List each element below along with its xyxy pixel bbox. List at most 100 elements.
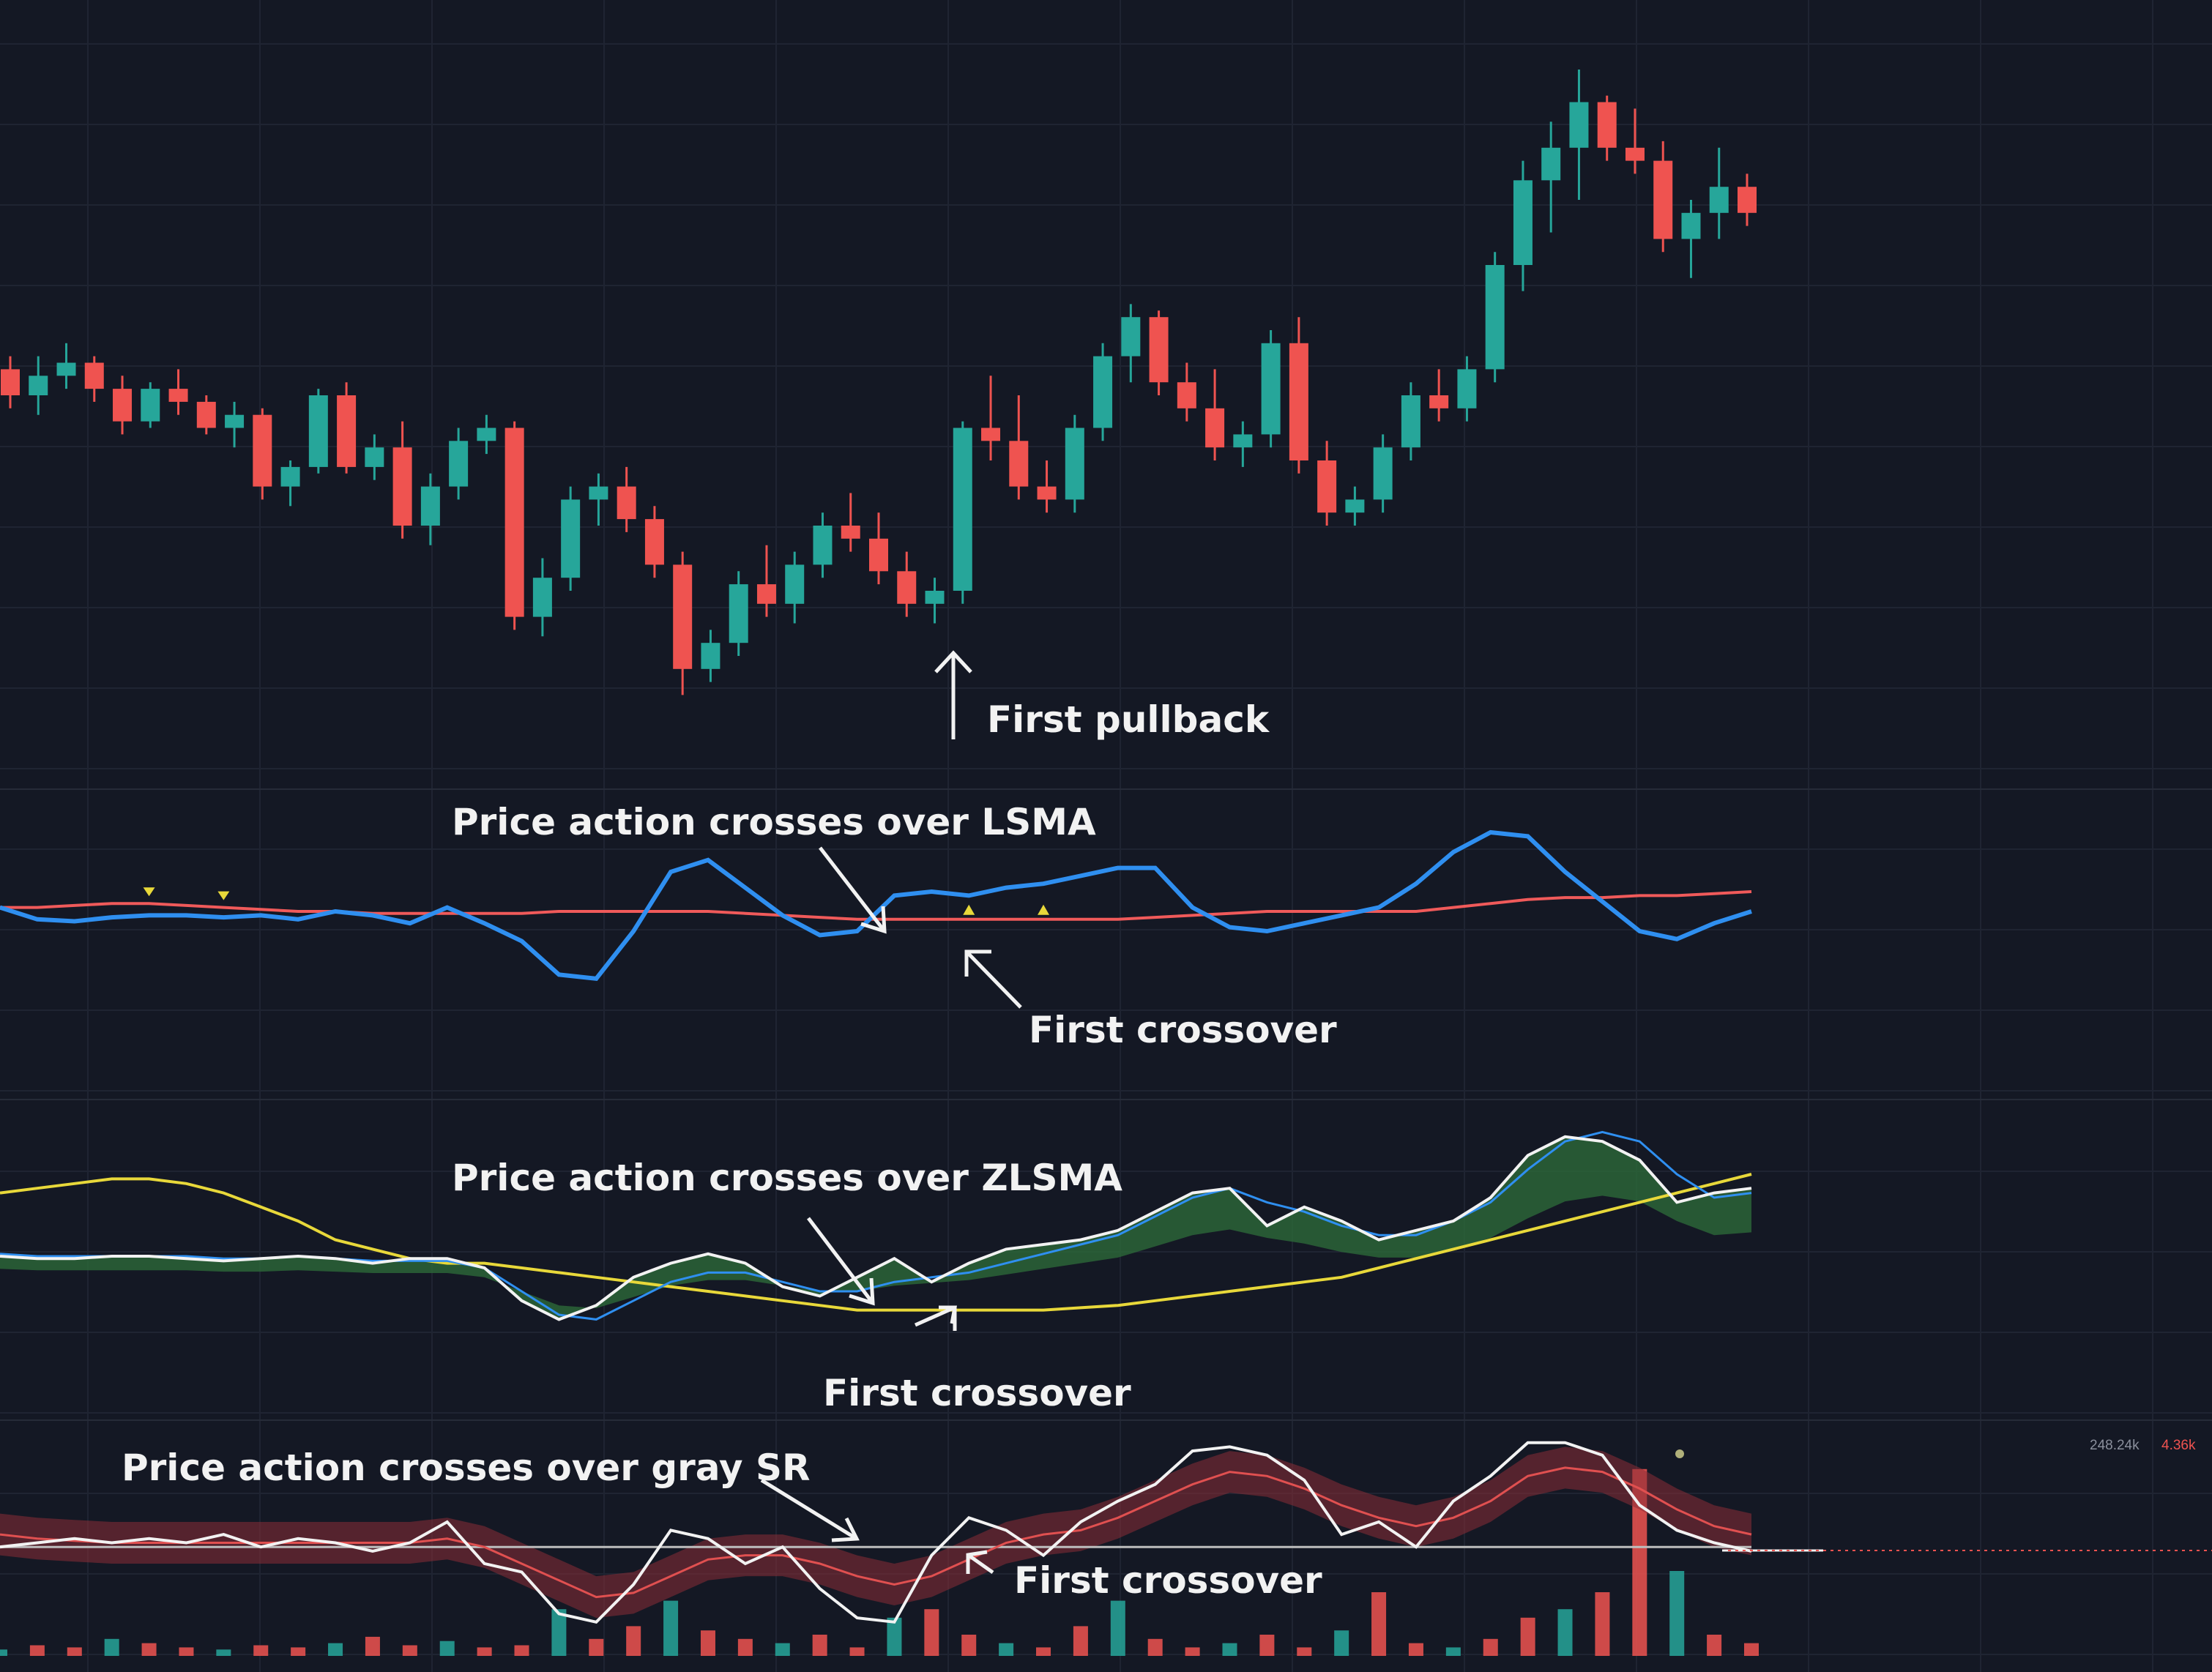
volume-bars (0, 1468, 1759, 1656)
volume-bar (1632, 1468, 1647, 1656)
volume-bar (328, 1643, 343, 1656)
zlsma-slow-line (0, 1173, 1752, 1312)
volume-bar (1744, 1643, 1759, 1656)
volume-bar (1595, 1592, 1610, 1656)
candle-body (280, 466, 300, 487)
candle-body (225, 414, 245, 428)
volume-bar (1707, 1635, 1722, 1656)
candle-body (1037, 486, 1057, 500)
volume-bar (1036, 1647, 1051, 1656)
candle-body (925, 591, 945, 604)
candle-body (897, 571, 917, 604)
candle-body (532, 578, 552, 617)
volume-bar (1259, 1635, 1275, 1656)
volume-bar (589, 1638, 604, 1656)
candle-body (1597, 102, 1617, 148)
lsma-first-crossover-arrow (964, 949, 1022, 1009)
candle-body (813, 526, 833, 565)
candle-body (756, 584, 776, 604)
volume-bar (849, 1647, 865, 1656)
candle-body (113, 389, 133, 422)
candle-body (1233, 434, 1253, 448)
lsma-line (0, 829, 1752, 981)
candle-body (1485, 265, 1505, 370)
candle-body (841, 526, 860, 539)
volume-bar (67, 1647, 82, 1656)
candle-body (981, 428, 1001, 441)
candle-body (1681, 212, 1701, 239)
zlsma-crosses-arrow (807, 1217, 875, 1306)
volume-bar (514, 1645, 529, 1656)
zlsma-first-crossover-arrow (914, 1305, 957, 1331)
lsma-first-crossover-label: First crossover (1029, 1009, 1337, 1051)
candle-body (29, 376, 48, 395)
volume-bar (961, 1635, 977, 1656)
candle-body (1205, 408, 1225, 448)
candle-body (1177, 382, 1196, 408)
sr-crosses-label: Price action crosses over gray SR (122, 1447, 811, 1489)
volume-bar (291, 1647, 306, 1656)
candle-body (1261, 343, 1281, 435)
volume-bar (1445, 1647, 1461, 1656)
candle-body (673, 564, 693, 669)
signal-marker-down (143, 887, 155, 897)
candle-body (1, 369, 20, 395)
zlsma-crosses-label: Price action crosses over ZLSMA (452, 1157, 1122, 1199)
zlsma-first-crossover-label: First crossover (823, 1372, 1131, 1414)
candle-body (504, 428, 524, 617)
zlsma-pane: Price action crosses over ZLSMA First cr… (0, 1130, 1752, 1414)
candle-body (196, 401, 216, 428)
first-pullback-arrow (934, 650, 972, 739)
volume-bar (737, 1638, 753, 1656)
signal-marker-down (217, 891, 230, 900)
volume-bar (1371, 1592, 1387, 1656)
sr-line (0, 1466, 1752, 1599)
sr-first-crossover-arrow (966, 1550, 994, 1575)
volume-bar (1073, 1626, 1088, 1656)
candle-body (1289, 343, 1308, 460)
signal-dot (1675, 1449, 1684, 1458)
sr-band (0, 1447, 1751, 1619)
volume-bar (1669, 1571, 1685, 1656)
candle-body (253, 414, 272, 487)
candle-body (1429, 395, 1449, 408)
volume-bar (551, 1609, 567, 1656)
candle-body (869, 538, 888, 572)
volume-bar (104, 1638, 119, 1656)
volume-bar (1185, 1647, 1200, 1656)
volume-bar (179, 1647, 194, 1656)
volume-bar (1408, 1643, 1423, 1656)
candle-body (1625, 147, 1645, 161)
volume-bar (887, 1617, 902, 1656)
volume-bar (1520, 1617, 1535, 1656)
volume-bar (1483, 1638, 1498, 1656)
volume-axis-label-red: 4.36k (2161, 1438, 2196, 1453)
volume-axis-label: 248.24k (2090, 1438, 2140, 1453)
lsma-crosses-arrow (819, 846, 887, 934)
candle-body (1401, 395, 1420, 448)
candle-body (729, 584, 748, 643)
candle-body (785, 564, 805, 604)
candle-body (56, 362, 76, 376)
candle-body (1317, 460, 1337, 513)
lsma-crosses-label: Price action crosses over LSMA (452, 801, 1096, 843)
volume-bar (141, 1643, 157, 1656)
candle-body (337, 395, 357, 467)
signal-markers (143, 887, 1050, 915)
volume-bar (0, 1649, 7, 1656)
sr-pane: 248.24k 4.36k Price action crosses over … (0, 1438, 2212, 1656)
zlsma-price-line (0, 1135, 1752, 1321)
candle-body (1345, 499, 1365, 513)
candle-body (1513, 180, 1533, 265)
candle-body (1373, 447, 1393, 500)
volume-bar (29, 1645, 45, 1656)
candlestick-series (1, 70, 1757, 695)
candle-body (701, 643, 720, 669)
lsma-pane: Price action crosses over LSMA First cro… (0, 801, 1752, 1051)
candle-body (449, 441, 469, 487)
candle-body (84, 362, 104, 389)
candle-body (644, 519, 664, 565)
candle-body (617, 486, 636, 520)
first-pullback-label: First pullback (987, 698, 1270, 741)
